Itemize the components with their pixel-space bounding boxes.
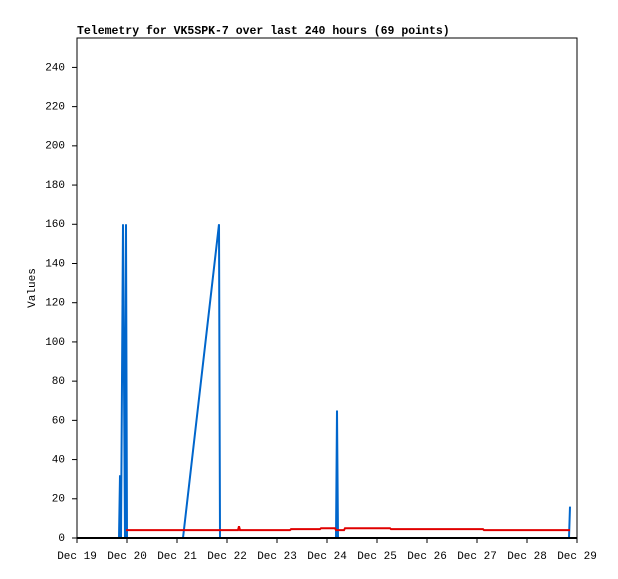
y-tick-label: 160: [45, 219, 65, 231]
x-tick-label: Dec 28: [507, 551, 547, 563]
x-tick-label: Dec 23: [257, 551, 297, 563]
y-tick-label: 120: [45, 298, 65, 310]
x-tick-label: Dec 22: [207, 551, 247, 563]
series-line: [126, 525, 570, 532]
y-tick-label: 0: [58, 533, 65, 545]
series-line: [118, 224, 571, 539]
x-tick-label: Dec 24: [307, 551, 347, 563]
y-tick-label: 20: [52, 494, 65, 506]
y-tick-label: 60: [52, 415, 65, 427]
plot-frame: [76, 37, 578, 539]
y-tick-label: 140: [45, 258, 65, 270]
x-tick-label: Dec 19: [57, 551, 97, 563]
y-tick-label: 40: [52, 454, 65, 466]
x-tick-label: Dec 25: [357, 551, 397, 563]
y-tick-label: 200: [45, 141, 65, 153]
y-axis-label: Values: [27, 268, 39, 308]
x-tick-label: Dec 21: [157, 551, 197, 563]
chart-title: Telemetry for VK5SPK-7 over last 240 hou…: [77, 25, 450, 38]
y-tick-label: 240: [45, 62, 65, 74]
y-tick-label: 220: [45, 102, 65, 114]
y-tick-label: 80: [52, 376, 65, 388]
y-tick-label: 100: [45, 337, 65, 349]
x-tick-label: Dec 26: [407, 551, 447, 563]
x-tick-label: Dec 27: [457, 551, 497, 563]
x-tick-label: Dec 29: [557, 551, 597, 563]
x-tick-label: Dec 20: [107, 551, 147, 563]
y-tick-label: 180: [45, 180, 65, 192]
